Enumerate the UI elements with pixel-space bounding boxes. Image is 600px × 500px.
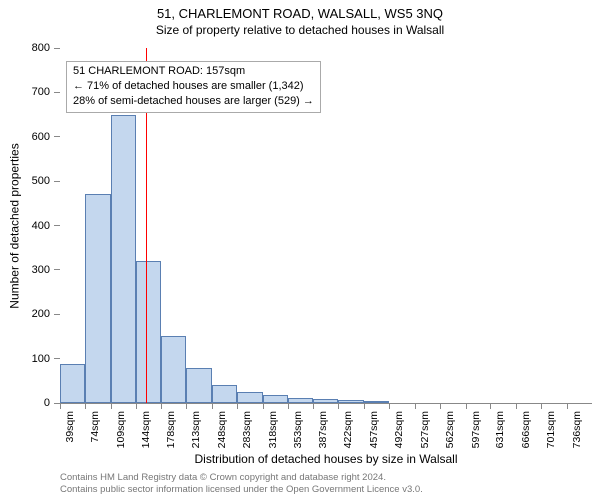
- histogram-bar: [136, 261, 161, 403]
- x-tick: [466, 403, 467, 409]
- x-tick-label: 109sqm: [115, 411, 127, 448]
- y-axis-label: Number of detached properties: [8, 48, 22, 404]
- histogram-bar: [60, 364, 85, 403]
- y-tick-label: 0: [44, 397, 50, 409]
- histogram-bar: [212, 385, 237, 403]
- x-tick: [440, 403, 441, 409]
- x-tick-label: 562sqm: [444, 411, 456, 448]
- y-tick-label: 300: [32, 264, 50, 276]
- x-tick: [60, 403, 61, 409]
- x-tick-label: 353sqm: [292, 411, 304, 448]
- x-tick-label: 457sqm: [368, 411, 380, 448]
- x-tick: [338, 403, 339, 409]
- x-tick-label: 527sqm: [419, 411, 431, 448]
- x-tick: [263, 403, 264, 409]
- y-tick: [54, 181, 60, 182]
- x-tick: [490, 403, 491, 409]
- histogram-bar: [313, 399, 338, 403]
- x-tick: [237, 403, 238, 409]
- annotation-box: 51 CHARLEMONT ROAD: 157sqm← 71% of detac…: [66, 61, 321, 113]
- chart-plot-area: 51 CHARLEMONT ROAD: 157sqm← 71% of detac…: [60, 48, 592, 404]
- y-tick-label: 100: [32, 353, 50, 365]
- footer-line-2: Contains public sector information licen…: [60, 484, 592, 496]
- y-tick: [54, 48, 60, 49]
- x-tick: [313, 403, 314, 409]
- x-tick: [85, 403, 86, 409]
- x-tick-label: 74sqm: [89, 411, 101, 443]
- x-tick-label: 213sqm: [190, 411, 202, 448]
- histogram-bar: [85, 194, 110, 403]
- x-tick-label: 39sqm: [64, 411, 76, 443]
- x-tick: [567, 403, 568, 409]
- y-axis-label-text: Number of detached properties: [8, 143, 22, 308]
- x-tick-label: 736sqm: [571, 411, 583, 448]
- footer-attribution: Contains HM Land Registry data © Crown c…: [60, 472, 592, 496]
- x-tick: [364, 403, 365, 409]
- x-tick: [136, 403, 137, 409]
- y-tick: [54, 92, 60, 93]
- histogram-bar: [186, 368, 211, 404]
- histogram-bar: [263, 395, 288, 403]
- x-tick-label: 422sqm: [342, 411, 354, 448]
- x-tick-label: 318sqm: [267, 411, 279, 448]
- y-tick: [54, 314, 60, 315]
- y-tick-label: 500: [32, 175, 50, 187]
- x-tick: [415, 403, 416, 409]
- footer-line-1: Contains HM Land Registry data © Crown c…: [60, 472, 592, 484]
- y-tick-label: 800: [32, 42, 50, 54]
- x-tick: [516, 403, 517, 409]
- y-tick-label: 400: [32, 220, 50, 232]
- x-tick-label: 666sqm: [520, 411, 532, 448]
- y-tick: [54, 358, 60, 359]
- x-tick-label: 144sqm: [140, 411, 152, 448]
- annotation-line: 28% of semi-detached houses are larger (…: [73, 94, 314, 109]
- x-tick-label: 178sqm: [165, 411, 177, 448]
- y-tick-label: 700: [32, 86, 50, 98]
- x-tick: [389, 403, 390, 409]
- x-tick-label: 701sqm: [545, 411, 557, 448]
- page-title: 51, CHARLEMONT ROAD, WALSALL, WS5 3NQ: [0, 0, 600, 21]
- x-tick: [288, 403, 289, 409]
- histogram-bar: [364, 401, 389, 403]
- x-tick: [541, 403, 542, 409]
- annotation-line: 51 CHARLEMONT ROAD: 157sqm: [73, 64, 314, 79]
- histogram-bar: [111, 115, 136, 403]
- x-tick-label: 597sqm: [470, 411, 482, 448]
- y-tick: [54, 269, 60, 270]
- x-tick-label: 492sqm: [393, 411, 405, 448]
- x-tick-label: 248sqm: [216, 411, 228, 448]
- page-subtitle: Size of property relative to detached ho…: [0, 21, 600, 37]
- y-tick: [54, 136, 60, 137]
- y-tick-label: 600: [32, 131, 50, 143]
- x-axis-label: Distribution of detached houses by size …: [60, 452, 592, 466]
- y-tick: [54, 225, 60, 226]
- x-tick: [111, 403, 112, 409]
- histogram-bar: [237, 392, 262, 403]
- x-tick-label: 631sqm: [494, 411, 506, 448]
- x-tick: [186, 403, 187, 409]
- histogram-bar: [161, 336, 186, 403]
- x-tick-label: 387sqm: [317, 411, 329, 448]
- y-tick-label: 200: [32, 308, 50, 320]
- x-tick: [212, 403, 213, 409]
- x-tick-label: 283sqm: [241, 411, 253, 448]
- histogram-bar: [338, 400, 363, 403]
- x-tick: [161, 403, 162, 409]
- annotation-line: ← 71% of detached houses are smaller (1,…: [73, 79, 314, 94]
- histogram-bar: [288, 398, 313, 403]
